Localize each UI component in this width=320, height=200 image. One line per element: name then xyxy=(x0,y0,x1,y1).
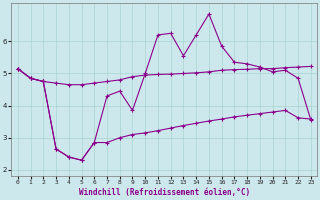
X-axis label: Windchill (Refroidissement éolien,°C): Windchill (Refroidissement éolien,°C) xyxy=(79,188,250,197)
